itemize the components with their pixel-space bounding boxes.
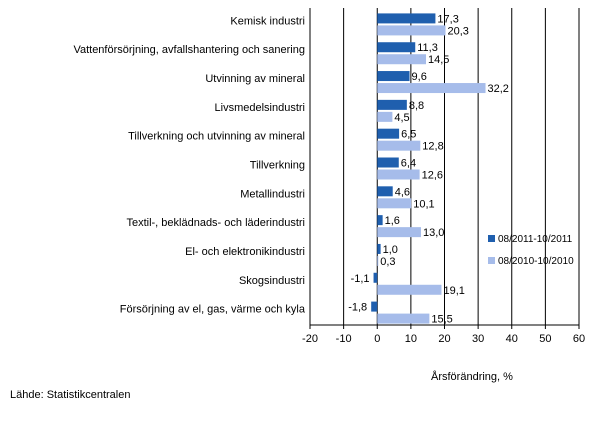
value-label: 10,1: [413, 198, 434, 210]
x-tick-label: -10: [336, 333, 352, 345]
bar-series-1: [377, 243, 381, 254]
category-label: Metallindustri: [240, 188, 305, 200]
value-label: -1,1: [351, 273, 370, 285]
bar-series-2: [377, 54, 427, 65]
bar-series-1: [377, 186, 393, 197]
value-label: 4,6: [395, 186, 410, 198]
bar-series-1: [373, 272, 378, 283]
value-label: 17,3: [437, 13, 458, 25]
x-tick-label: -20: [302, 333, 318, 345]
value-label: 13,0: [423, 227, 444, 239]
bar-series-2: [377, 284, 442, 295]
x-axis-label: Årsförändring, %: [431, 370, 513, 383]
value-labels: 17,320,3 11,314,59,6 32,2 8,84,5 6,5 12,8 6,4 1…: [348, 13, 509, 325]
bar-series-1: [377, 13, 436, 24]
value-label: 12,6: [422, 170, 443, 182]
legend-swatch: [488, 257, 495, 264]
bar-series-2: [377, 227, 421, 238]
x-tick-label: 10: [405, 333, 417, 345]
value-label: 12,8: [422, 141, 443, 153]
value-label: 20,3: [448, 25, 469, 37]
x-tick-labels: -20 -10 0 10 20 30 40 50 60: [302, 325, 585, 345]
value-label: 9,6: [412, 71, 427, 83]
value-label: -1,8: [348, 302, 367, 314]
value-label: 4,5: [394, 112, 409, 124]
value-label: 6,4: [401, 158, 416, 170]
value-label: 15,5: [431, 314, 452, 326]
category-label: Textil-, beklädnads- och läderindustri: [126, 217, 305, 229]
bar-series-1: [377, 157, 399, 168]
bar-series-2: [377, 255, 379, 266]
bar-series-2: [377, 25, 446, 36]
bars: [371, 13, 486, 324]
bar-series-1: [377, 71, 410, 82]
x-tick-label: 60: [573, 333, 585, 345]
category-labels: Kemisk industri Vattenförsörjning, avfall…: [73, 15, 305, 315]
category-label: Livsmedelsindustri: [215, 102, 305, 114]
bar-series-1: [377, 99, 407, 110]
legend-swatch: [488, 235, 495, 242]
value-label: 14,5: [428, 54, 449, 66]
value-label: 19,1: [443, 285, 464, 297]
value-label: 6,5: [401, 129, 416, 141]
legend-label: 08/2011-10/2011: [498, 234, 573, 245]
bar-series-1: [377, 42, 416, 53]
x-tick-label: 20: [438, 333, 450, 345]
value-label: 1,6: [385, 215, 400, 227]
value-label: 0,3: [380, 256, 395, 268]
bar-series-1: [371, 301, 378, 312]
bar-series-2: [377, 198, 412, 209]
category-label: Vattenförsörjning, avfallshantering och …: [73, 44, 305, 56]
category-label: Tillverkning och utvinning av mineral: [128, 131, 305, 143]
bar-series-2: [377, 313, 430, 324]
bar-series-1: [377, 128, 400, 139]
x-tick-label: 40: [506, 333, 518, 345]
bar-series-2: [377, 111, 393, 122]
bar-series-2: [377, 169, 420, 180]
bar-series-2: [377, 83, 486, 94]
category-label: Skogsindustri: [239, 275, 305, 287]
category-label: Försörjning av el, gas, värme och kyla: [120, 304, 306, 316]
category-label: El- och elektronikindustri: [185, 246, 305, 258]
category-label: Kemisk industri: [230, 15, 305, 27]
x-tick-label: 0: [374, 333, 380, 345]
bar-series-2: [377, 140, 421, 151]
x-tick-label: 50: [539, 333, 551, 345]
category-label: Utvinning av mineral: [205, 73, 305, 85]
x-tick-label: 30: [472, 333, 484, 345]
value-label: 1,0: [383, 244, 398, 256]
source-note: Lähde: Statistikcentralen: [10, 389, 131, 401]
legend-label: 08/2010-10/2010: [498, 256, 574, 267]
value-label: 8,8: [409, 100, 424, 112]
bar-series-1: [377, 215, 383, 226]
value-label: 32,2: [488, 83, 509, 95]
legend: 08/2011-10/2011 08/2010-10/2010: [488, 234, 574, 267]
category-label: Tillverkning: [250, 160, 305, 172]
value-label: 11,3: [417, 42, 438, 54]
